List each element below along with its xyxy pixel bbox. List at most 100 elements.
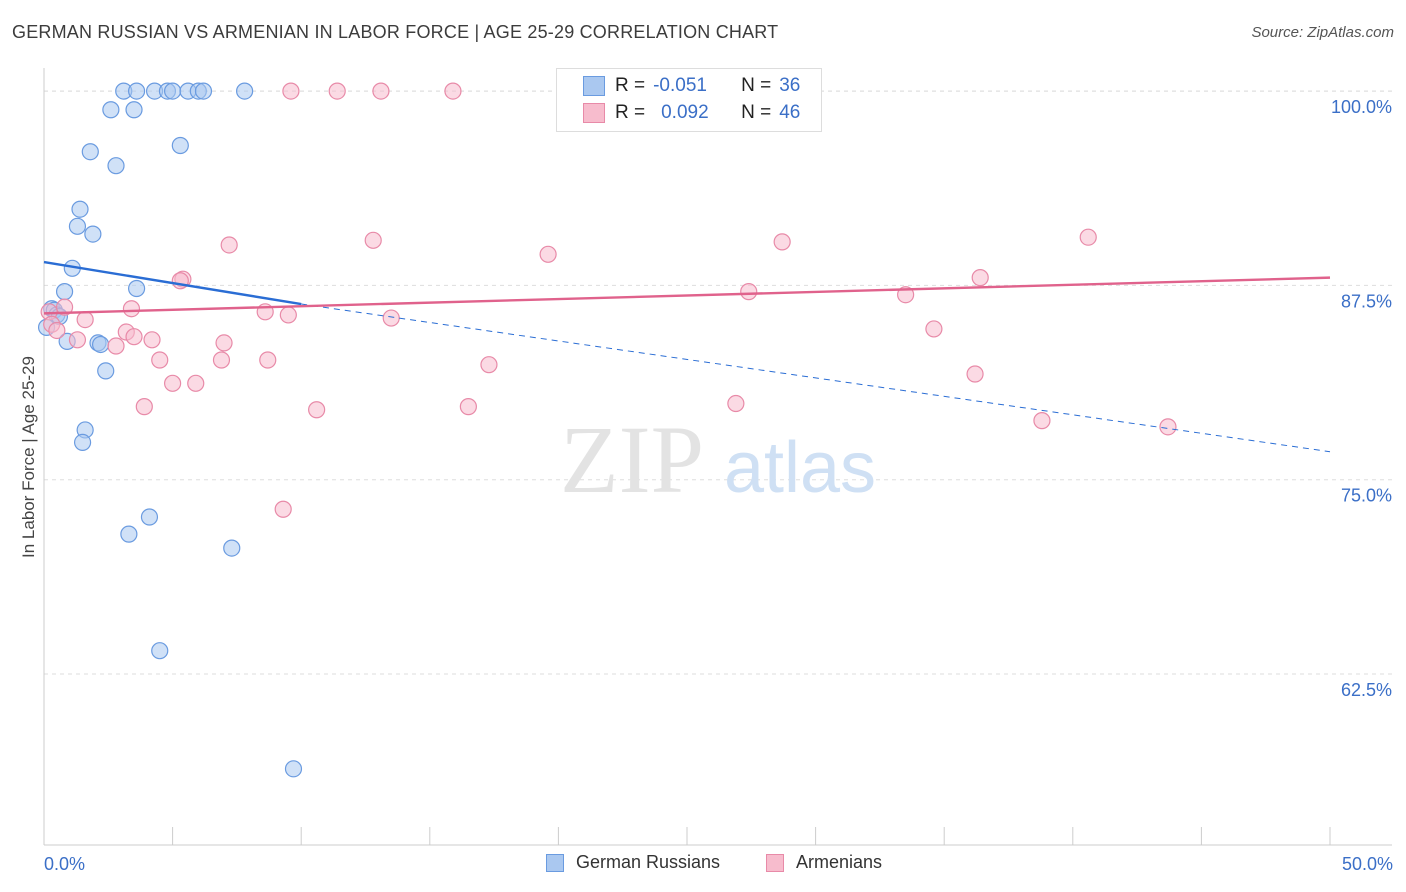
armenians-trend-line (43, 276, 1331, 315)
y-tick-label: 100.0% (1331, 97, 1392, 117)
armenians-point (539, 245, 557, 263)
x-tick-label-start: 0.0% (44, 854, 85, 874)
armenians-point (48, 321, 66, 340)
armenians-point (1159, 418, 1177, 436)
armenians-point (55, 298, 74, 316)
armenians-point (727, 394, 745, 413)
german-russians-point (71, 200, 89, 218)
german-russians-point (127, 279, 146, 298)
german-russians-point (120, 525, 138, 543)
armenians-point (187, 374, 205, 392)
y-axis-label: In Labor Force | Age 25-29 (19, 356, 38, 558)
german-russians-point (151, 642, 169, 660)
armenians-point (1033, 412, 1051, 430)
german-russians-swatch (583, 76, 605, 96)
watermark: ZIP atlas (560, 406, 876, 513)
german-russians-point (140, 508, 159, 526)
y-tick-label: 62.5% (1341, 680, 1392, 700)
armenians-point (971, 269, 989, 287)
armenians-point (364, 231, 382, 249)
armenians-point (372, 82, 390, 100)
german-russians-point (97, 362, 115, 380)
german-russians-point (223, 539, 241, 557)
armenians-point (125, 328, 143, 346)
german-russians-trend-extension (301, 303, 1331, 453)
armenians-point (122, 300, 141, 318)
german-russians-point (107, 157, 125, 175)
n-value: 46 (779, 102, 801, 123)
y-tick-label: 75.0% (1341, 486, 1392, 506)
armenians-point (279, 306, 297, 324)
armenians-point (274, 500, 292, 518)
watermark-atlas: atlas (724, 428, 876, 508)
armenians-point (1079, 228, 1097, 246)
n-label: N = (741, 75, 772, 96)
bottom-legend: German Russians Armenians (0, 852, 1406, 878)
armenians-point (143, 331, 161, 349)
stats-legend-box: R = -0.051 N = 36 R = 0.092 N = 46 (556, 68, 822, 132)
german-russians-trend-line (43, 260, 302, 306)
axes (43, 68, 1392, 846)
y-tick-label: 87.5% (1341, 291, 1392, 311)
german-russians-point (236, 82, 254, 100)
german-russians-point (91, 335, 110, 354)
armenians-point (151, 351, 169, 369)
german-russians-point (102, 101, 120, 119)
german-russians-point (125, 101, 143, 119)
legend-item-german-russians[interactable]: German Russians (546, 852, 720, 873)
stats-row-armenians: R = 0.092 N = 46 (557, 100, 800, 126)
r-value: 0.092 (661, 102, 709, 123)
german-russians-point (68, 217, 87, 235)
legend-swatch-armenians (766, 853, 784, 872)
armenians-point (68, 331, 87, 349)
n-label: N = (741, 102, 772, 123)
german-russians-point (171, 136, 189, 155)
armenians-point (773, 233, 791, 251)
armenians-point (135, 398, 153, 416)
r-value: -0.051 (653, 75, 707, 96)
armenians-point (164, 374, 182, 392)
german-russians-point (84, 225, 102, 243)
chart-source: Source: ZipAtlas.com (1251, 24, 1394, 41)
armenians-point (259, 351, 277, 369)
legend-label-german-russians: German Russians (576, 852, 721, 872)
armenians-point (215, 334, 233, 352)
german-russians-point (284, 760, 303, 778)
legend-label-armenians: Armenians (796, 852, 883, 872)
armenians-point (459, 398, 477, 416)
grid-lines (44, 90, 1392, 675)
german-russians-point (81, 143, 99, 161)
armenians-point (107, 337, 125, 355)
german-russians-point (164, 82, 182, 100)
armenians-point (76, 310, 94, 329)
armenians-point (308, 401, 326, 419)
x-tick-label-end: 50.0% (1342, 854, 1393, 874)
armenians-point (444, 82, 462, 100)
r-label: R = (615, 75, 646, 96)
axis-labels: 62.5% 75.0% 87.5% 100.0% 0.0% 50.0% (44, 97, 1393, 874)
german-russians-point (73, 433, 92, 451)
stats-row-german-russians: R = -0.051 N = 36 (557, 73, 800, 99)
german-russians-point (194, 82, 213, 100)
r-label: R = (615, 102, 646, 123)
data-points (37, 82, 1177, 778)
armenians-swatch (583, 103, 605, 123)
german-russians-point (127, 82, 146, 100)
watermark-zip: ZIP (560, 406, 704, 513)
legend-swatch-german-russians (546, 853, 564, 872)
armenians-point (966, 365, 984, 383)
n-value: 36 (779, 75, 801, 96)
german-russians-point (55, 283, 74, 301)
armenians-point (282, 82, 300, 100)
armenians-point (925, 320, 943, 338)
armenians-point (480, 356, 498, 374)
chart-title: GERMAN RUSSIAN VS ARMENIAN IN LABOR FORC… (12, 22, 779, 42)
armenians-point (212, 351, 231, 369)
trend-lines (43, 260, 1331, 453)
armenians-point (220, 236, 238, 254)
armenians-point (328, 82, 346, 100)
armenians-point (382, 309, 400, 327)
legend-item-armenians[interactable]: Armenians (766, 852, 882, 873)
armenians-point (740, 283, 758, 301)
